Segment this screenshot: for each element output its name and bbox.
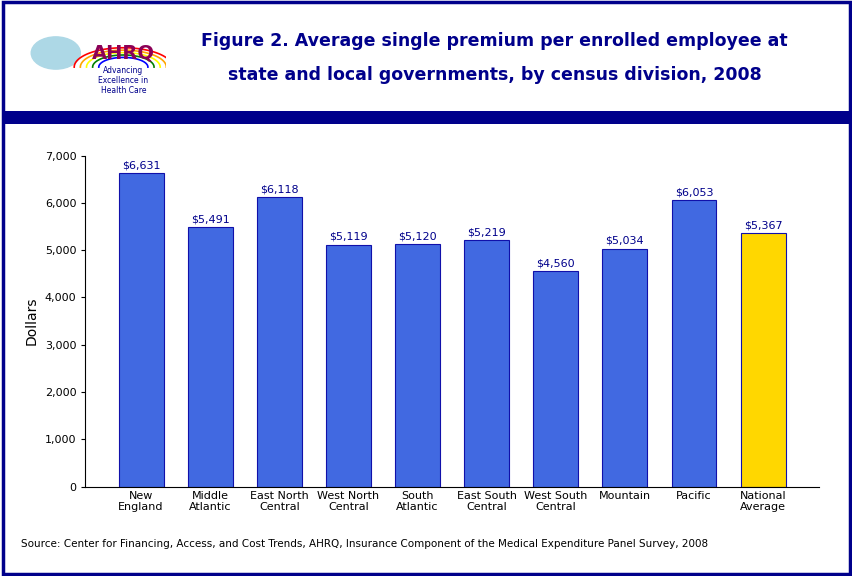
Circle shape [32,37,80,69]
Text: $5,491: $5,491 [191,214,229,224]
Text: Health Care: Health Care [101,86,146,95]
Text: AHRQ: AHRQ [92,44,155,62]
Bar [118,173,164,487]
Text: state and local governments, by census division, 2008: state and local governments, by census d… [227,66,761,84]
Circle shape [22,28,89,72]
Text: $6,631: $6,631 [122,160,160,170]
Text: $4,560: $4,560 [536,259,574,268]
Text: Figure 2. Average single premium per enrolled employee at: Figure 2. Average single premium per enr… [201,32,787,50]
Text: $6,118: $6,118 [260,185,298,195]
Bar [394,244,440,487]
Text: Excellence in: Excellence in [98,75,148,85]
Text: Advancing: Advancing [103,66,143,75]
Text: Source: Center for Financing, Access, and Cost Trends, AHRQ, Insurance Component: Source: Center for Financing, Access, an… [21,539,708,550]
Bar [602,248,647,487]
Text: $5,120: $5,120 [398,232,436,242]
Bar [187,227,233,487]
Bar [325,245,371,487]
Bar [463,240,509,487]
Y-axis label: Dollars: Dollars [25,297,39,346]
Bar [256,197,302,487]
Bar [80,5,166,105]
Bar [740,233,785,487]
Text: $5,219: $5,219 [467,227,505,237]
Text: $5,034: $5,034 [605,236,643,246]
Bar [532,271,578,487]
Text: $6,053: $6,053 [674,188,712,198]
Bar [671,200,716,487]
Text: $5,367: $5,367 [743,220,781,230]
Text: $5,119: $5,119 [329,232,367,242]
